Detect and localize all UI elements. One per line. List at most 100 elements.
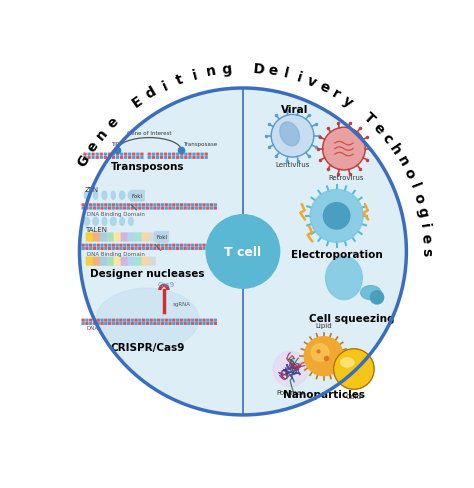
Text: sgRNA: sgRNA — [173, 301, 191, 306]
FancyBboxPatch shape — [131, 204, 134, 207]
FancyBboxPatch shape — [119, 247, 123, 250]
FancyBboxPatch shape — [85, 247, 89, 250]
FancyBboxPatch shape — [128, 233, 135, 242]
Text: o: o — [410, 192, 427, 205]
Text: DNA Binding Domain: DNA Binding Domain — [87, 211, 145, 216]
Text: c: c — [379, 131, 395, 146]
Circle shape — [334, 349, 374, 389]
FancyBboxPatch shape — [153, 244, 156, 247]
FancyBboxPatch shape — [187, 204, 191, 207]
FancyBboxPatch shape — [112, 244, 115, 247]
FancyBboxPatch shape — [112, 204, 115, 207]
Text: h: h — [387, 142, 404, 158]
FancyBboxPatch shape — [104, 153, 107, 156]
Text: e: e — [317, 79, 331, 96]
FancyBboxPatch shape — [104, 322, 108, 325]
FancyBboxPatch shape — [131, 207, 134, 210]
FancyBboxPatch shape — [108, 157, 111, 160]
FancyBboxPatch shape — [195, 319, 198, 322]
FancyBboxPatch shape — [153, 322, 156, 325]
FancyBboxPatch shape — [82, 244, 85, 247]
Circle shape — [310, 190, 363, 243]
FancyBboxPatch shape — [201, 153, 204, 156]
FancyBboxPatch shape — [100, 233, 107, 242]
FancyBboxPatch shape — [120, 157, 123, 160]
Text: l: l — [282, 66, 290, 81]
Ellipse shape — [102, 218, 107, 226]
FancyBboxPatch shape — [199, 204, 202, 207]
FancyBboxPatch shape — [210, 244, 213, 247]
FancyBboxPatch shape — [96, 153, 99, 156]
FancyBboxPatch shape — [199, 244, 202, 247]
FancyBboxPatch shape — [172, 157, 175, 160]
FancyBboxPatch shape — [83, 153, 87, 156]
FancyBboxPatch shape — [180, 207, 183, 210]
FancyBboxPatch shape — [104, 244, 108, 247]
FancyBboxPatch shape — [96, 157, 99, 160]
FancyBboxPatch shape — [187, 319, 191, 322]
FancyBboxPatch shape — [210, 322, 213, 325]
Text: e: e — [370, 120, 387, 136]
FancyBboxPatch shape — [97, 247, 100, 250]
FancyBboxPatch shape — [164, 322, 168, 325]
FancyBboxPatch shape — [202, 207, 206, 210]
FancyBboxPatch shape — [146, 247, 149, 250]
FancyBboxPatch shape — [123, 207, 127, 210]
FancyBboxPatch shape — [168, 244, 172, 247]
Ellipse shape — [93, 192, 98, 200]
FancyBboxPatch shape — [176, 207, 179, 210]
Text: Lentivirus: Lentivirus — [275, 162, 310, 167]
FancyBboxPatch shape — [100, 204, 104, 207]
FancyBboxPatch shape — [156, 157, 159, 160]
Text: n: n — [205, 64, 217, 79]
FancyBboxPatch shape — [82, 322, 85, 325]
FancyBboxPatch shape — [116, 244, 119, 247]
FancyBboxPatch shape — [184, 153, 188, 156]
FancyBboxPatch shape — [160, 157, 163, 160]
FancyBboxPatch shape — [89, 204, 92, 207]
FancyBboxPatch shape — [176, 153, 179, 156]
FancyBboxPatch shape — [199, 247, 202, 250]
Ellipse shape — [361, 286, 381, 300]
FancyBboxPatch shape — [119, 319, 123, 322]
FancyBboxPatch shape — [192, 157, 196, 160]
Text: Transposons: Transposons — [110, 162, 184, 172]
FancyBboxPatch shape — [202, 244, 206, 247]
FancyBboxPatch shape — [112, 319, 115, 322]
FancyBboxPatch shape — [112, 153, 115, 156]
FancyBboxPatch shape — [89, 244, 92, 247]
FancyBboxPatch shape — [140, 157, 144, 160]
Text: D: D — [253, 62, 265, 77]
FancyBboxPatch shape — [153, 247, 156, 250]
FancyBboxPatch shape — [114, 233, 121, 242]
FancyBboxPatch shape — [100, 257, 107, 266]
FancyBboxPatch shape — [176, 157, 179, 160]
FancyBboxPatch shape — [172, 319, 175, 322]
FancyBboxPatch shape — [164, 207, 168, 210]
FancyBboxPatch shape — [183, 244, 187, 247]
FancyBboxPatch shape — [128, 153, 131, 156]
FancyBboxPatch shape — [91, 153, 95, 156]
FancyBboxPatch shape — [210, 204, 213, 207]
FancyBboxPatch shape — [172, 322, 175, 325]
FancyBboxPatch shape — [112, 207, 115, 210]
FancyBboxPatch shape — [155, 232, 169, 243]
FancyBboxPatch shape — [89, 319, 92, 322]
FancyBboxPatch shape — [210, 247, 213, 250]
FancyBboxPatch shape — [164, 153, 167, 156]
Ellipse shape — [128, 218, 133, 226]
FancyBboxPatch shape — [206, 247, 210, 250]
FancyBboxPatch shape — [138, 204, 141, 207]
FancyBboxPatch shape — [142, 204, 145, 207]
FancyBboxPatch shape — [161, 247, 164, 250]
FancyBboxPatch shape — [168, 319, 172, 322]
Circle shape — [335, 350, 373, 388]
FancyBboxPatch shape — [187, 207, 191, 210]
FancyBboxPatch shape — [127, 204, 130, 207]
Text: g: g — [414, 205, 430, 218]
FancyBboxPatch shape — [130, 191, 145, 202]
FancyBboxPatch shape — [195, 322, 198, 325]
FancyBboxPatch shape — [85, 244, 89, 247]
FancyBboxPatch shape — [191, 247, 194, 250]
FancyBboxPatch shape — [187, 244, 191, 247]
